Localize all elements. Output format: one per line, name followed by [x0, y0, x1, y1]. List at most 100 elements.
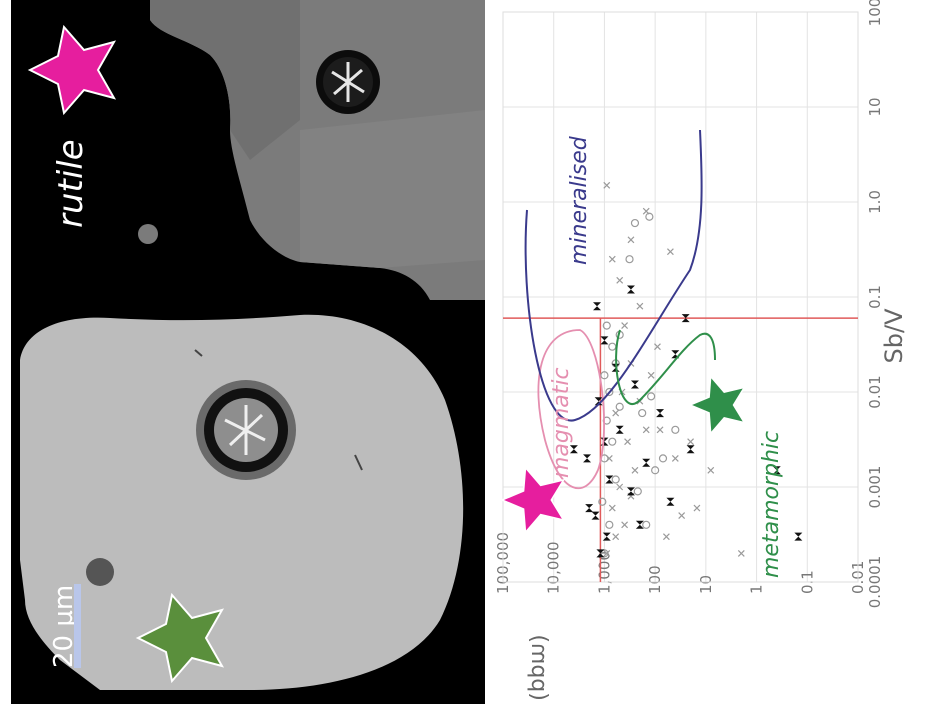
data-point-hourglass [772, 466, 781, 475]
grain-inclusion [86, 558, 114, 586]
data-point-cross [624, 438, 631, 446]
dark-grain-shade [150, 0, 300, 160]
data-point-circle [651, 466, 660, 475]
data-point-cross [687, 438, 695, 446]
data-point-cross [693, 504, 701, 512]
crack [354, 454, 363, 471]
data-point-circle [638, 408, 647, 418]
data-point-hourglass [583, 454, 592, 463]
data-point-cross [612, 533, 620, 541]
x-tick-label: 100 [866, 0, 884, 26]
data-point-cross [631, 466, 639, 474]
data-point-circle [642, 520, 651, 529]
mineral-label: rutile [51, 139, 91, 228]
y-tick-label: 10,000 [545, 542, 563, 595]
data-point-circle [633, 487, 642, 496]
field-label-mineralised: mineralised [567, 135, 592, 265]
data-point-cross [627, 236, 635, 244]
data-point-circle [671, 425, 680, 434]
data-point-cross [707, 466, 715, 474]
data-point-hourglass [681, 314, 690, 323]
data-point-hourglass [600, 336, 609, 345]
field-label-metamorphic: metamorphic [759, 431, 784, 578]
data-point-hourglass [656, 409, 665, 418]
data-point-hourglass [794, 532, 803, 541]
data-point-cross [608, 504, 616, 512]
plot-frame [502, 11, 859, 583]
pink-star-sem [27, 24, 117, 116]
data-point-circle [645, 212, 654, 221]
x-tick-label: 10 [866, 97, 884, 116]
x-tick-label: 1.0 [866, 190, 884, 214]
data-point-hourglass [630, 380, 639, 389]
data-point-circle [600, 371, 609, 380]
plot-background [485, 0, 920, 704]
data-point-cross [603, 181, 611, 189]
x-axis-title: Sb/V [880, 308, 908, 364]
x-tick-label: 0.01 [866, 375, 884, 408]
data-point-hourglass [615, 425, 624, 434]
x-tick-label: 0.001 [866, 466, 884, 509]
field-curve-metamorphic [615, 329, 716, 405]
data-point-cross [603, 549, 611, 557]
data-point-cross [612, 409, 620, 417]
scale-bar [74, 584, 81, 668]
data-point-hourglass [626, 487, 635, 496]
y-tick-label: 10 [697, 575, 715, 594]
data-point-cross [678, 512, 686, 520]
data-point-cross [737, 549, 745, 557]
data-point-cross [616, 483, 624, 491]
data-point-hourglass [596, 549, 605, 558]
pit-texture-dark [331, 62, 365, 102]
field-label-magmatic: magmatic [549, 367, 574, 478]
small-grain [138, 224, 158, 244]
data-point-circle [647, 392, 656, 401]
data-point-cross [636, 302, 644, 310]
data-point-cross [642, 426, 650, 434]
data-point-circle [608, 437, 617, 446]
data-point-hourglass [686, 445, 695, 454]
data-point-hourglass [593, 302, 602, 311]
green-star-sem [135, 592, 225, 684]
data-point-cross [608, 255, 616, 263]
green-star-plot [688, 374, 746, 436]
data-point-circle [611, 475, 620, 484]
data-point-hourglass [605, 475, 614, 484]
data-point-hourglass [642, 458, 651, 467]
data-point-circle [602, 321, 611, 330]
crack-2 [194, 349, 203, 357]
data-point-hourglass [585, 504, 594, 513]
data-point-circle [598, 497, 607, 506]
y-tick-label: 100 [646, 565, 664, 594]
data-point-circle [625, 255, 634, 264]
data-point-circle [605, 387, 614, 397]
field-curve-magmatic [537, 329, 605, 490]
data-point-hourglass [591, 511, 600, 520]
x-tick-label: 0.1 [866, 285, 884, 309]
data-point-hourglass [569, 445, 578, 454]
data-point-circle [605, 520, 614, 529]
data-point-hourglass [666, 497, 675, 506]
data-point-cross [666, 248, 674, 256]
data-point-circle [615, 402, 624, 411]
field-curve-mineralised [524, 129, 703, 422]
scatter-plot: 0.00010.0010.010.11.0101000.010.11101001… [494, 0, 884, 608]
dark-grain-shade-2 [300, 110, 485, 268]
data-point-cross [647, 371, 655, 379]
data-point-cross [662, 533, 670, 541]
data-point-hourglass [602, 532, 611, 541]
data-point-circle [600, 549, 609, 558]
data-point-cross [654, 343, 661, 351]
x-tick-label: 0.0001 [866, 556, 884, 609]
data-point-cross [621, 322, 629, 330]
data-point-circle [658, 454, 668, 463]
data-point-cross [616, 276, 624, 284]
data-point-circle [630, 218, 640, 228]
pit-texture [224, 405, 266, 455]
y-axis-title: W (ppm) [526, 634, 551, 704]
data-point-cross [621, 521, 629, 529]
data-point-cross [671, 454, 679, 462]
data-point-hourglass [626, 285, 635, 294]
